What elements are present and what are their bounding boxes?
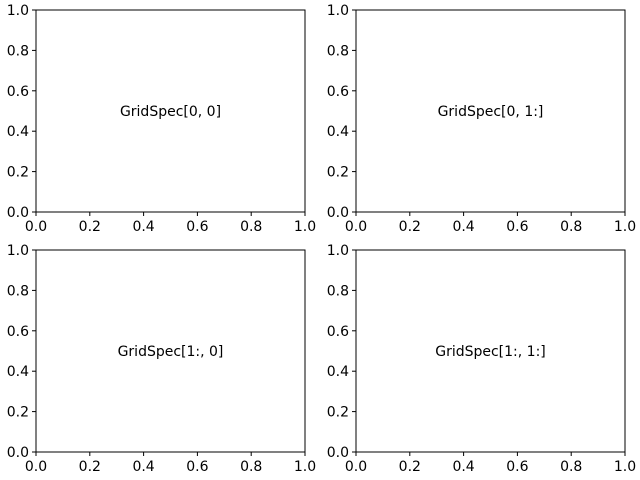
x-tick-label: 0.0 [25,219,47,235]
subplot-top-left: 0.0 0.2 0.4 0.6 0.8 1.0 0.0 0.2 0.4 0.6 0.8 1.0 Grid… [7,3,316,235]
x-tick-label: 0.8 [240,459,262,475]
x-tick-label: 0.6 [506,219,528,235]
y-tick-label: 0.6 [327,84,349,100]
x-tick-label: 0.0 [345,219,367,235]
y-tick-label: 0.2 [327,165,349,181]
y-tick-label: 0.0 [7,445,29,461]
y-tick-label: 0.2 [7,405,29,421]
x-tick-label: 0.6 [186,219,208,235]
y-tick-label: 0.8 [327,43,349,59]
subplot-annotation: GridSpec[1:, 1:] [435,344,546,360]
y-tick-label: 0.8 [327,283,349,299]
x-tick-label: 0.8 [240,219,262,235]
x-tick-label: 0.4 [132,459,154,475]
y-tick-label: 1.0 [7,3,29,19]
x-tick-label: 0.8 [560,459,582,475]
x-tick-label: 0.6 [186,459,208,475]
x-tick-label: 0.4 [452,459,474,475]
y-tick-label: 0.8 [7,43,29,59]
x-tick-label: 0.0 [345,459,367,475]
x-tick-label: 0.2 [79,219,101,235]
y-tick-label: 0.2 [327,405,349,421]
subplot-bottom-left: 0.0 0.2 0.4 0.6 0.8 1.0 0.0 0.2 0.4 0.6 0.8 1.0 Grid… [7,243,316,475]
y-tick-label: 0.0 [7,205,29,221]
axes-frame [355,249,626,453]
y-tick-label: 0.4 [7,364,29,380]
x-tick-label: 0.4 [452,219,474,235]
subplot-annotation: GridSpec[1:, 0] [118,344,224,360]
y-tick-label: 0.4 [327,124,349,140]
x-tick-label: 1.0 [294,459,316,475]
x-tick-label: 1.0 [614,219,636,235]
axes-frame [35,249,306,453]
y-tick-label: 0.4 [7,124,29,140]
y-tick-label: 0.0 [327,445,349,461]
subplot-bottom-right: 0.0 0.2 0.4 0.6 0.8 1.0 0.0 0.2 0.4 0.6 0.8 1.0 Grid… [327,243,636,475]
axes-frame [35,9,306,213]
subplot-top-right: 0.0 0.2 0.4 0.6 0.8 1.0 0.0 0.2 0.4 0.6 0.8 1.0 Grid… [327,3,636,235]
subplot-annotation: GridSpec[0, 0] [120,104,221,120]
y-tick-label: 1.0 [327,243,349,259]
y-tick-label: 0.8 [7,283,29,299]
y-tick-label: 0.2 [7,165,29,181]
y-tick-label: 1.0 [7,243,29,259]
x-tick-label: 1.0 [614,459,636,475]
y-tick-label: 0.6 [327,324,349,340]
x-tick-label: 1.0 [294,219,316,235]
x-tick-label: 0.4 [132,219,154,235]
y-tick-label: 0.6 [7,84,29,100]
y-tick-label: 0.4 [327,364,349,380]
x-tick-label: 0.2 [399,219,421,235]
x-tick-label: 0.2 [79,459,101,475]
x-tick-label: 0.0 [25,459,47,475]
x-tick-label: 0.2 [399,459,421,475]
y-tick-label: 0.0 [327,205,349,221]
x-tick-label: 0.8 [560,219,582,235]
y-tick-label: 0.6 [7,324,29,340]
axes-frame [355,9,626,213]
subplot-annotation: GridSpec[0, 1:] [438,104,544,120]
x-tick-label: 0.6 [506,459,528,475]
y-tick-label: 1.0 [327,3,349,19]
